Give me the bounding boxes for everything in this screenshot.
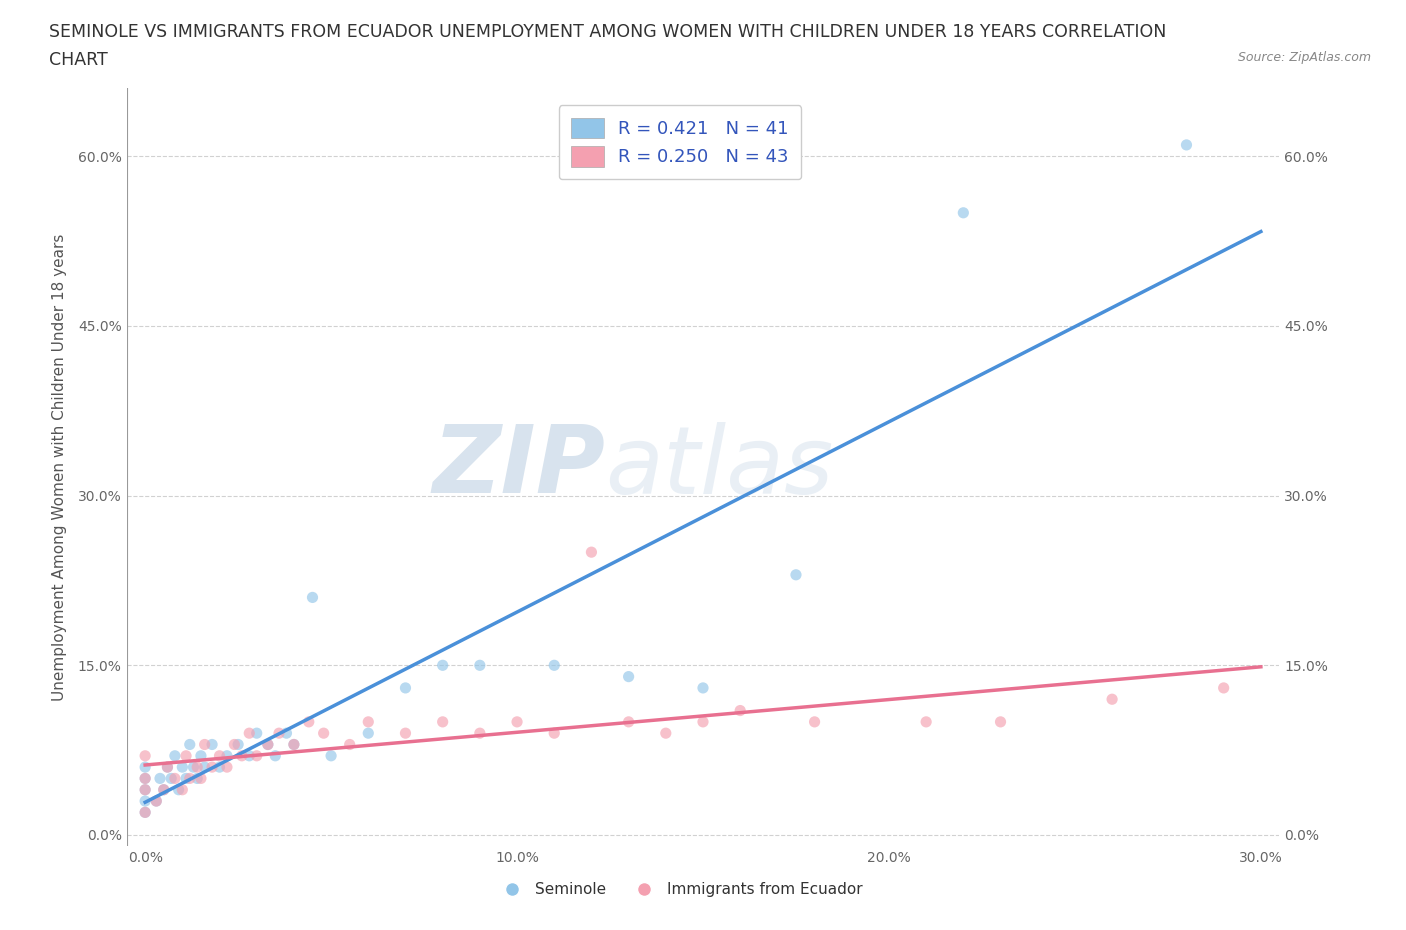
- Point: [543, 725, 565, 740]
- Point: [134, 771, 156, 786]
- Point: [238, 749, 260, 764]
- Point: [194, 737, 217, 752]
- Point: [357, 714, 380, 729]
- Point: [257, 737, 280, 752]
- Point: [172, 760, 194, 775]
- Point: [186, 760, 208, 775]
- Point: [692, 714, 714, 729]
- Point: [224, 737, 246, 752]
- Point: [1175, 138, 1198, 153]
- Point: [226, 737, 249, 752]
- Point: [149, 771, 172, 786]
- Text: Source: ZipAtlas.com: Source: ZipAtlas.com: [1237, 51, 1371, 64]
- Point: [543, 658, 565, 672]
- Point: [915, 714, 938, 729]
- Point: [339, 737, 361, 752]
- Point: [617, 670, 640, 684]
- Point: [312, 725, 335, 740]
- Point: [190, 749, 212, 764]
- Point: [581, 545, 603, 560]
- Point: [134, 782, 156, 797]
- Point: [506, 714, 529, 729]
- Point: [167, 782, 190, 797]
- Point: [231, 749, 253, 764]
- Point: [134, 805, 156, 820]
- Point: [194, 760, 217, 775]
- Point: [145, 793, 167, 808]
- Point: [617, 714, 640, 729]
- Point: [246, 749, 269, 764]
- Point: [394, 725, 416, 740]
- Point: [692, 681, 714, 696]
- Point: [134, 749, 156, 764]
- Point: [179, 737, 201, 752]
- Point: [357, 725, 380, 740]
- Point: [257, 737, 280, 752]
- Point: [246, 725, 269, 740]
- Point: [319, 749, 342, 764]
- Point: [179, 771, 201, 786]
- Legend: Seminole, Immigrants from Ecuador: Seminole, Immigrants from Ecuador: [491, 876, 869, 903]
- Point: [134, 782, 156, 797]
- Point: [163, 749, 186, 764]
- Point: [283, 737, 305, 752]
- Point: [208, 760, 231, 775]
- Point: [1212, 681, 1234, 696]
- Point: [156, 760, 179, 775]
- Point: [134, 793, 156, 808]
- Point: [152, 782, 174, 797]
- Point: [952, 206, 974, 220]
- Point: [134, 771, 156, 786]
- Y-axis label: Unemployment Among Women with Children Under 18 years: Unemployment Among Women with Children U…: [52, 233, 66, 701]
- Point: [432, 658, 454, 672]
- Point: [156, 760, 179, 775]
- Point: [990, 714, 1012, 729]
- Point: [174, 749, 197, 764]
- Point: [468, 658, 491, 672]
- Point: [152, 782, 174, 797]
- Point: [201, 760, 224, 775]
- Point: [186, 771, 208, 786]
- Point: [301, 590, 323, 604]
- Text: SEMINOLE VS IMMIGRANTS FROM ECUADOR UNEMPLOYMENT AMONG WOMEN WITH CHILDREN UNDER: SEMINOLE VS IMMIGRANTS FROM ECUADOR UNEM…: [49, 23, 1167, 41]
- Text: ZIP: ZIP: [432, 421, 605, 513]
- Point: [160, 771, 183, 786]
- Point: [172, 782, 194, 797]
- Point: [785, 567, 807, 582]
- Point: [215, 760, 238, 775]
- Point: [134, 760, 156, 775]
- Point: [163, 771, 186, 786]
- Point: [264, 749, 287, 764]
- Point: [134, 805, 156, 820]
- Point: [298, 714, 321, 729]
- Point: [432, 714, 454, 729]
- Point: [655, 725, 678, 740]
- Point: [190, 771, 212, 786]
- Point: [394, 681, 416, 696]
- Point: [468, 725, 491, 740]
- Text: CHART: CHART: [49, 51, 108, 69]
- Point: [238, 725, 260, 740]
- Point: [267, 725, 290, 740]
- Point: [803, 714, 825, 729]
- Point: [208, 749, 231, 764]
- Point: [183, 760, 205, 775]
- Point: [728, 703, 751, 718]
- Point: [1101, 692, 1123, 707]
- Text: atlas: atlas: [605, 422, 834, 512]
- Point: [215, 749, 238, 764]
- Point: [276, 725, 298, 740]
- Point: [174, 771, 197, 786]
- Point: [201, 737, 224, 752]
- Point: [283, 737, 305, 752]
- Point: [145, 793, 167, 808]
